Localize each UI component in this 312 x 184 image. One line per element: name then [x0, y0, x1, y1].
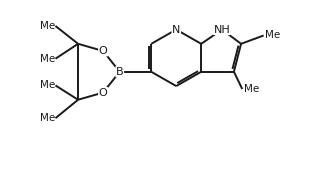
Text: NH: NH — [214, 24, 230, 35]
Text: Me: Me — [265, 31, 280, 40]
Text: Me: Me — [244, 84, 259, 94]
Text: B: B — [116, 67, 124, 77]
Text: Me: Me — [40, 21, 56, 31]
Text: Me: Me — [40, 80, 56, 91]
Text: Me: Me — [40, 113, 56, 123]
Text: N: N — [172, 24, 180, 35]
Text: Me: Me — [40, 54, 56, 64]
Text: O: O — [99, 88, 107, 98]
Text: O: O — [99, 46, 107, 56]
